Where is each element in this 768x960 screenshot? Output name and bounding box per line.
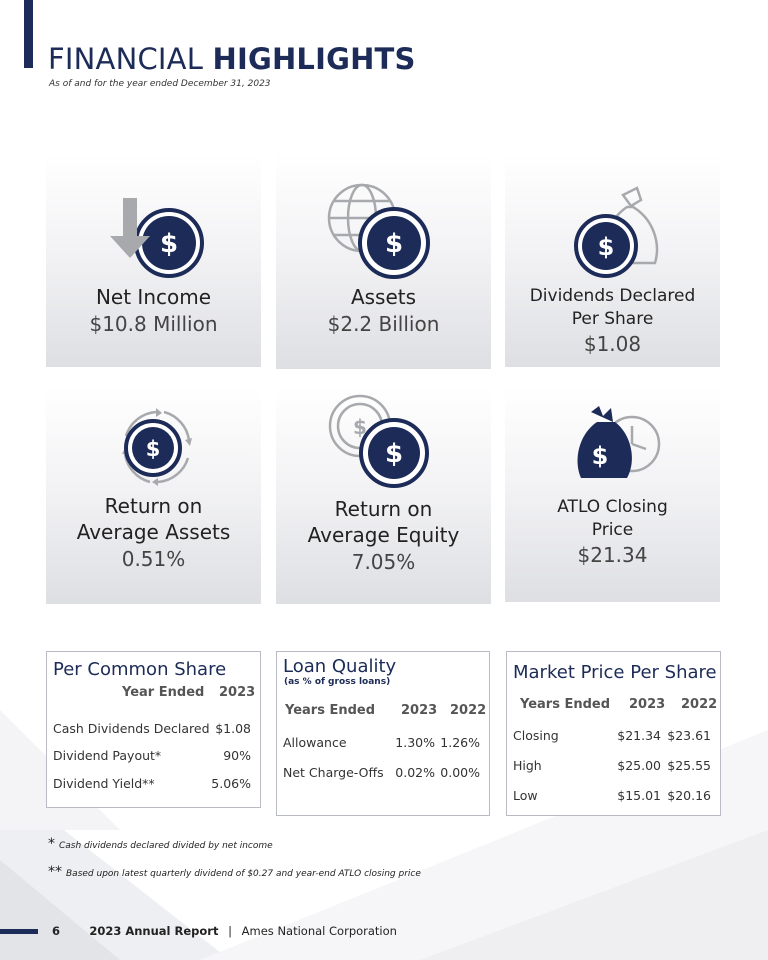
row-label: Net Charge-Offs (283, 765, 384, 780)
per-common-share-table: Per Common Share Year Ended 2023 Cash Di… (46, 651, 261, 808)
assets-tile: $ Assets $2.2 Billion (276, 153, 491, 369)
row-value-2022: 1.26% (440, 735, 480, 750)
market-price-title: Market Price Per Share (513, 662, 717, 683)
column-2023-header: 2023 (629, 697, 666, 712)
footnote-text: Cash dividends declared divided by net i… (59, 841, 273, 851)
row-value-2022: 0.00% (440, 765, 480, 780)
row-label: Closing (513, 728, 559, 743)
net-income-tile: $ Net Income $10.8 Million (46, 153, 261, 367)
row-label: Dividend Yield** (53, 776, 155, 791)
footer-separator: | (228, 924, 232, 938)
atlo-label-line1: ATLO Closing (557, 497, 668, 517)
row-value-2023: $25.00 (617, 758, 661, 773)
roaa-label-line1: Return on (104, 494, 203, 518)
loan-quality-subtitle: (as % of gross loans) (284, 677, 391, 687)
page-subtitle: As of and for the year ended December 31… (49, 79, 271, 89)
net-income-label: Net Income (95, 285, 212, 309)
loan-quality-table: Loan Quality (as % of gross loans) Years… (276, 651, 490, 816)
dividends-value: $1.08 (583, 332, 642, 356)
net-income-value: $10.8 Million (89, 312, 218, 336)
dollar-money-bag-icon: $ (574, 186, 659, 278)
atlo-value: $21.34 (577, 543, 648, 567)
dollar-globe-icon: $ (327, 183, 430, 279)
roaa-tile: $ Return on Average Assets 0.51% (46, 386, 261, 604)
dollar-down-arrow-icon: $ (110, 198, 204, 278)
row-label: High (513, 758, 542, 773)
page-title: FINANCIAL HIGHLIGHTS (48, 42, 416, 76)
row-value-2023: 90% (223, 748, 251, 763)
row-value-2023: 5.06% (211, 776, 251, 791)
atlo-price-tile: $ ATLO Closing Price $21.34 (505, 386, 720, 602)
svg-text:$: $ (146, 437, 161, 461)
row-label: Dividend Payout* (53, 748, 162, 763)
market-price-table: Market Price Per Share Years Ended 2023 … (506, 651, 721, 816)
footnote-text: Based upon latest quarterly dividend of … (66, 869, 421, 879)
row-value-2023: $1.08 (215, 721, 251, 736)
footnote-marker: * (48, 836, 55, 852)
per-common-share-title: Per Common Share (53, 659, 227, 680)
year-ended-header: Year Ended (122, 685, 205, 700)
years-ended-header: Years Ended (520, 697, 611, 712)
footnote-1: * Cash dividends declared divided by net … (48, 836, 273, 852)
footnote-marker: ** (48, 864, 62, 880)
roae-label-line2: Average Equity (307, 523, 460, 547)
svg-text:$: $ (385, 229, 403, 259)
atlo-label-line2: Price (591, 520, 634, 540)
svg-text:$: $ (385, 439, 403, 469)
column-2023-header: 2023 (219, 685, 256, 700)
svg-text:$: $ (598, 233, 615, 261)
row-value-2023: $21.34 (617, 728, 661, 743)
assets-label: Assets (350, 285, 417, 309)
page-number: 6 (52, 924, 61, 938)
loan-quality-title: Loan Quality (283, 656, 397, 677)
row-value-2023: 1.30% (395, 735, 435, 750)
row-value-2022: $20.16 (667, 788, 711, 803)
assets-value: $2.2 Billion (327, 312, 440, 336)
report-name: 2023 Annual Report (89, 924, 219, 938)
roae-tile: $ $ Return on Average Equity 7.05% (276, 386, 491, 604)
roae-label-line1: Return on (334, 497, 433, 521)
roaa-label-line2: Average Assets (76, 520, 231, 544)
row-value-2023: $15.01 (617, 788, 661, 803)
page-footer: 6 2023 Annual Report | Ames National Cor… (52, 924, 397, 938)
dividends-label-line1: Dividends Declared (529, 286, 696, 306)
footer-accent-bar (0, 929, 38, 934)
column-2022-header: 2022 (450, 703, 487, 718)
row-value-2022: $25.55 (667, 758, 711, 773)
row-value-2022: $23.61 (667, 728, 711, 743)
roae-value: 7.05% (351, 550, 416, 574)
column-2022-header: 2022 (681, 697, 718, 712)
dividends-label-line2: Per Share (571, 309, 654, 329)
svg-text:$: $ (353, 415, 367, 439)
svg-text:$: $ (592, 442, 609, 470)
row-label: Cash Dividends Declared (53, 721, 210, 736)
row-value-2023: 0.02% (395, 765, 435, 780)
roaa-value: 0.51% (121, 547, 186, 571)
column-2023-header: 2023 (401, 703, 438, 718)
svg-text:$: $ (160, 229, 178, 259)
company-name: Ames National Corporation (241, 924, 397, 938)
title-accent-bar (24, 0, 33, 68)
money-bag-clock-icon: $ (577, 406, 661, 478)
years-ended-header: Years Ended (285, 703, 376, 718)
dollar-cycle-icon: $ (122, 408, 192, 486)
dividends-tile: $ Dividends Declared Per Share $1.08 (505, 153, 720, 367)
row-label: Low (513, 788, 538, 803)
dollar-coins-icon: $ $ (328, 394, 429, 488)
row-label: Allowance (283, 735, 347, 750)
footnote-2: ** Based upon latest quarterly dividend o… (48, 864, 421, 880)
